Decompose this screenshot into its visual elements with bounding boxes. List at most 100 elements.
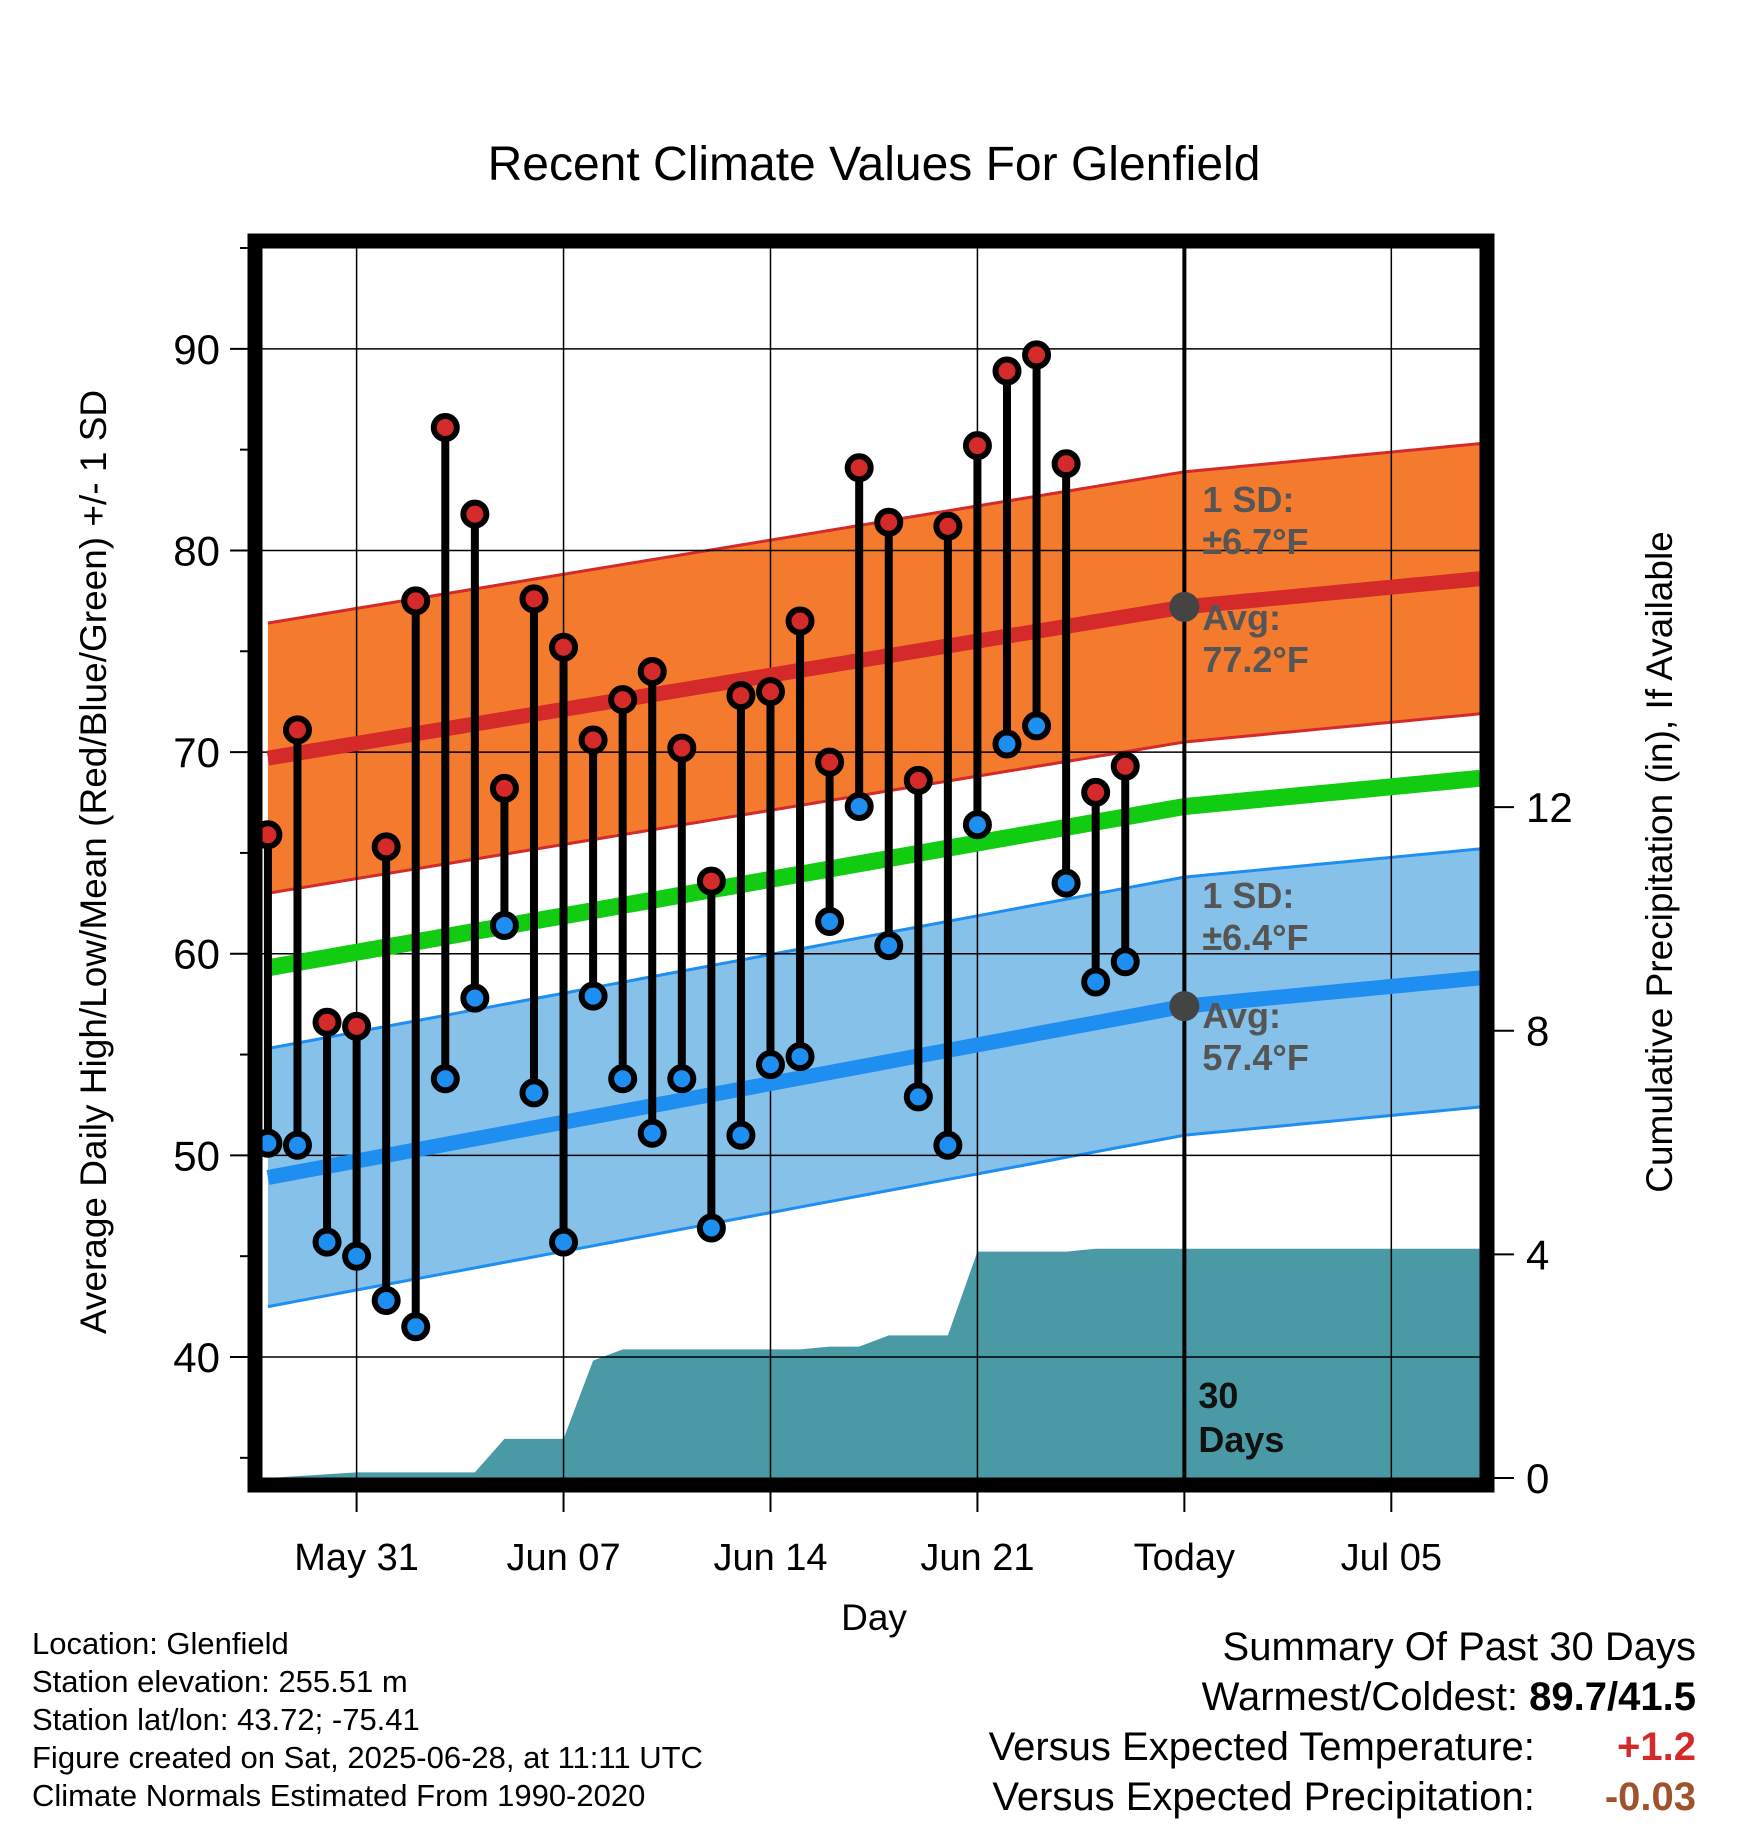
low-temp-point <box>844 792 874 822</box>
avg-mean-line <box>266 769 1481 977</box>
latlon-text: Station lat/lon: 43.72; -75.41 <box>32 1702 420 1737</box>
precip-departure-row: Versus Expected Precipitation: -0.03 <box>796 1772 1696 1822</box>
high-temp-point <box>578 725 608 755</box>
low-temp-point <box>1110 947 1140 977</box>
high-sd-upper-edge <box>267 442 1481 625</box>
low-sd-label: 1 SD: <box>1202 875 1294 916</box>
low-temp-point <box>1081 967 1111 997</box>
y-axis-left-label: Average Daily High/Low/Mean (Red/Blue/Gr… <box>73 390 114 1334</box>
precip-departure-label: Versus Expected Precipitation: <box>992 1775 1535 1819</box>
high-temp-point <box>637 656 667 686</box>
created-text: Figure created on Sat, 2025-06-28, at 11… <box>32 1740 703 1775</box>
days-word-label: Days <box>1198 1419 1284 1460</box>
high-sd-label: 1 SD: <box>1202 479 1294 520</box>
high-temp-point <box>785 606 815 636</box>
x-tick-label: Jun 21 <box>920 1537 1034 1579</box>
temp-departure-value: +1.2 <box>1617 1725 1696 1769</box>
low-temp-point <box>371 1286 401 1316</box>
summary-heading: Summary Of Past 30 Days <box>1222 1625 1696 1669</box>
y-axis-right-label: Cumulative Precipitation (in), If Availa… <box>1639 531 1680 1193</box>
y-right-tick-label: 0 <box>1526 1455 1549 1502</box>
high-temp-point <box>371 832 401 862</box>
y-right-tick-label: 4 <box>1526 1231 1549 1278</box>
high-temp-point <box>874 507 904 537</box>
warmest-coldest-label: Warmest/Coldest: <box>1201 1675 1519 1719</box>
high-temp-point <box>1022 340 1052 370</box>
low-avg-label: Avg: <box>1202 995 1281 1036</box>
avg-high-line <box>266 571 1481 766</box>
high-temp-point <box>282 715 312 745</box>
low-temp-point <box>342 1241 372 1271</box>
chart-title: Recent Climate Values For Glenfield <box>488 138 1261 191</box>
high-temp-point <box>489 773 519 803</box>
low-temp-point <box>578 981 608 1011</box>
y-right-tick-label: 8 <box>1526 1008 1549 1055</box>
y-left-tick-label: 50 <box>173 1132 220 1179</box>
high-temp-point <box>401 586 431 616</box>
high-temp-point <box>844 453 874 483</box>
high-temp-point <box>815 747 845 777</box>
low-temp-point <box>667 1064 697 1094</box>
normals-text: Climate Normals Estimated From 1990-2020 <box>32 1778 646 1813</box>
x-axis-label: Day <box>841 1597 907 1638</box>
low-temp-point <box>1022 711 1052 741</box>
low-temp-point <box>696 1213 726 1243</box>
temp-departure-row: Versus Expected Temperature: +1.2 <box>796 1722 1696 1772</box>
low-temp-point <box>637 1118 667 1148</box>
high-sd-lower-edge <box>267 712 1481 895</box>
high-temp-point <box>962 431 992 461</box>
x-tick-label: Jun 07 <box>506 1537 620 1579</box>
low-avg-value: 57.4°F <box>1202 1037 1308 1078</box>
high-temp-point <box>667 733 697 763</box>
low-temp-point <box>874 931 904 961</box>
high-temp-point <box>1110 751 1140 781</box>
low-temp-point <box>726 1120 756 1150</box>
low-temp-point <box>755 1050 785 1080</box>
low-temp-point <box>933 1130 963 1160</box>
low-temp-point <box>401 1312 431 1342</box>
low-temp-point <box>903 1082 933 1112</box>
low-temp-point <box>962 810 992 840</box>
high-temp-point <box>1051 449 1081 479</box>
high-avg-label: Avg: <box>1202 597 1281 638</box>
low-temp-point <box>430 1064 460 1094</box>
plot-frame <box>247 233 1495 1493</box>
low-temp-point <box>992 729 1022 759</box>
warmest-coldest-row: Warmest/Coldest: 89.7/41.5 <box>796 1672 1696 1722</box>
high-temp-point <box>460 499 490 529</box>
high-temp-point <box>903 765 933 795</box>
high-temp-point <box>342 1011 372 1041</box>
y-right-tick-label: 12 <box>1526 784 1573 831</box>
days-count-label: 30 <box>1198 1375 1238 1416</box>
low-temp-point <box>1051 868 1081 898</box>
today-avg-low-dot <box>1169 991 1200 1022</box>
high-temp-point <box>1081 777 1111 807</box>
y-left-tick-label: 80 <box>173 527 220 574</box>
warmest-coldest-value: 89.7/41.5 <box>1529 1675 1696 1719</box>
avg-low-line <box>266 970 1481 1185</box>
low-temp-point <box>489 911 519 941</box>
low-temp-point <box>608 1064 638 1094</box>
high-temp-point <box>549 632 579 662</box>
high-temp-point <box>755 677 785 707</box>
high-temp-point <box>696 866 726 896</box>
y-left-tick-label: 90 <box>173 326 220 373</box>
low-temp-point <box>312 1227 342 1257</box>
today-avg-high-dot <box>1169 591 1200 622</box>
low-temp-point <box>549 1227 579 1257</box>
x-tick-label: Jul 05 <box>1341 1537 1442 1579</box>
temp-departure-label: Versus Expected Temperature: <box>988 1725 1535 1769</box>
high-avg-value: 77.2°F <box>1202 639 1308 680</box>
x-tick-label: Jun 14 <box>713 1537 827 1579</box>
location-text: Location: Glenfield <box>32 1626 289 1661</box>
low-temp-point <box>460 983 490 1013</box>
precipitation-area <box>267 1248 1481 1478</box>
y-left-tick-label: 70 <box>173 729 220 776</box>
y-left-tick-label: 60 <box>173 931 220 978</box>
low-temp-point <box>785 1042 815 1072</box>
station-info: Location: Glenfield Station elevation: 2… <box>32 1625 832 1815</box>
high-temp-point <box>430 412 460 442</box>
low-sd-value: ±6.4°F <box>1202 917 1308 958</box>
y-left-tick-label: 40 <box>173 1334 220 1381</box>
